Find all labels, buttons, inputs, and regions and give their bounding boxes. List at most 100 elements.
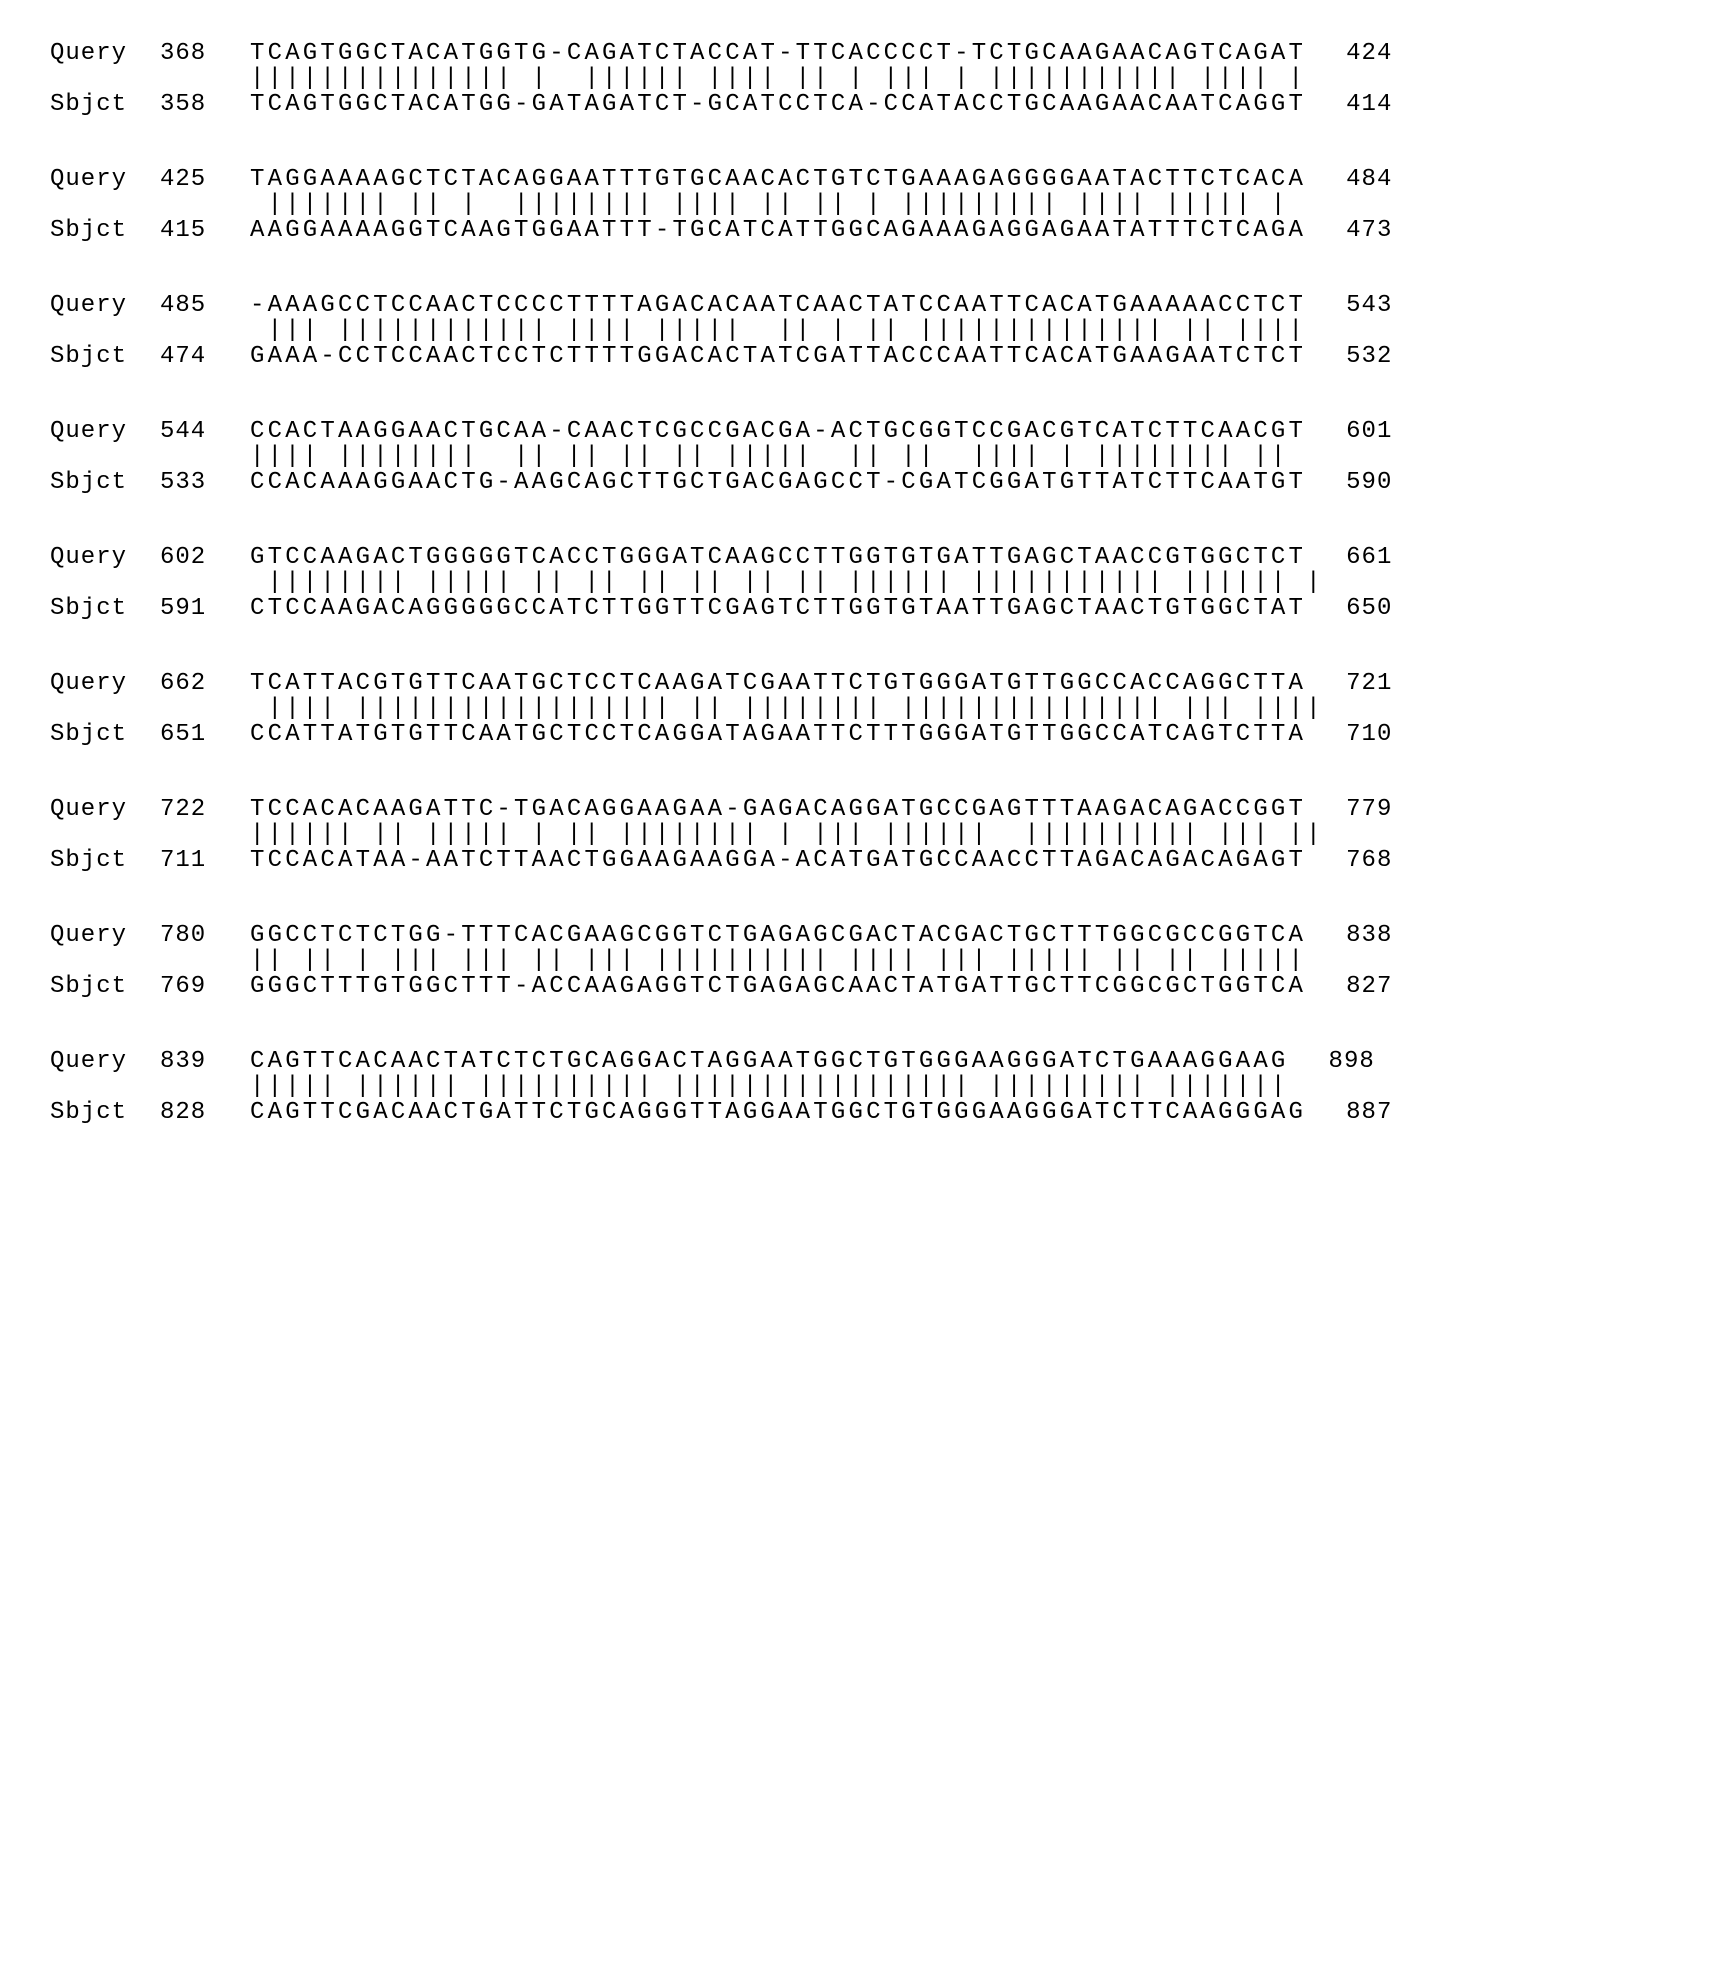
query-sequence: TCATTACGTGTTCAATGCTCCTCAAGATCGAATTCTGTGG…: [250, 670, 1306, 697]
sbjct-end-pos: 650: [1306, 595, 1392, 622]
query-sequence: TCCACACAAGATTC-TGACAGGAAGAA-GAGACAGGATGC…: [250, 796, 1306, 823]
alignment-block: Query780GGCCTCTCTGG-TTTCACGAAGCGGTCTGAGA…: [50, 922, 1671, 1000]
match-row: |||||| || ||||| | || |||||||| | ||| ||||…: [50, 823, 1671, 847]
query-sequence: GGCCTCTCTGG-TTTCACGAAGCGGTCTGAGAGCGACTAC…: [250, 922, 1306, 949]
alignment-block: Query544CCACTAAGGAACTGCAA-CAACTCGCCGACGA…: [50, 418, 1671, 496]
query-label: Query: [50, 1048, 160, 1075]
sbjct-start-pos: 474: [160, 343, 250, 370]
query-end-pos: 779: [1306, 796, 1392, 823]
match-bars: ||||||||||||||| | |||||| |||| || | ||| |…: [250, 67, 1306, 91]
query-row: Query425TAGGAAAAGCTCTACAGGAATTTGTGCAACAC…: [50, 166, 1671, 193]
match-bars: ||||| |||||| |||||||||| ||||||||||||||||…: [250, 1075, 1289, 1099]
query-label: Query: [50, 670, 160, 697]
sbjct-label: Sbjct: [50, 469, 160, 496]
query-end-pos: 424: [1306, 40, 1392, 67]
match-row: |||| |||||||| || || || || ||||| || || ||…: [50, 445, 1671, 469]
sbjct-row: Sbjct358TCAGTGGCTACATGG-GATAGATCT-GCATCC…: [50, 91, 1671, 118]
query-row: Query544CCACTAAGGAACTGCAA-CAACTCGCCGACGA…: [50, 418, 1671, 445]
alignment-block: Query368TCAGTGGCTACATGGTG-CAGATCTACCAT-T…: [50, 40, 1671, 118]
sbjct-sequence: CCATTATGTGTTCAATGCTCCTCAGGATAGAATTCTTTGG…: [250, 721, 1306, 748]
query-start-pos: 602: [160, 544, 250, 571]
query-row: Query368TCAGTGGCTACATGGTG-CAGATCTACCAT-T…: [50, 40, 1671, 67]
sbjct-label: Sbjct: [50, 973, 160, 1000]
query-label: Query: [50, 544, 160, 571]
query-end-pos: 484: [1306, 166, 1392, 193]
sbjct-end-pos: 532: [1306, 343, 1392, 370]
sbjct-label: Sbjct: [50, 595, 160, 622]
query-end-pos: 721: [1306, 670, 1392, 697]
sbjct-sequence: GAAA-CCTCCAACTCCTCTTTTGGACACTATCGATTACCC…: [250, 343, 1306, 370]
sbjct-sequence: CTCCAAGACAGGGGGCCATCTTGGTTCGAGTCTTGGTGTA…: [250, 595, 1306, 622]
sbjct-start-pos: 415: [160, 217, 250, 244]
sbjct-start-pos: 769: [160, 973, 250, 1000]
sbjct-end-pos: 473: [1306, 217, 1392, 244]
query-sequence: TAGGAAAAGCTCTACAGGAATTTGTGCAACACTGTCTGAA…: [250, 166, 1306, 193]
query-row: Query780GGCCTCTCTGG-TTTCACGAAGCGGTCTGAGA…: [50, 922, 1671, 949]
query-start-pos: 425: [160, 166, 250, 193]
query-start-pos: 839: [160, 1048, 250, 1075]
match-bars: ||| |||||||||||| |||| ||||| || | || ||||…: [250, 319, 1306, 343]
sbjct-sequence: TCAGTGGCTACATGG-GATAGATCT-GCATCCTCA-CCAT…: [250, 91, 1306, 118]
sbjct-row: Sbjct533CCACAAAGGAACTG-AAGCAGCTTGCTGACGA…: [50, 469, 1671, 496]
sbjct-row: Sbjct474GAAA-CCTCCAACTCCTCTTTTGGACACTATC…: [50, 343, 1671, 370]
alignment-block: Query425TAGGAAAAGCTCTACAGGAATTTGTGCAACAC…: [50, 166, 1671, 244]
sbjct-start-pos: 828: [160, 1099, 250, 1126]
query-start-pos: 485: [160, 292, 250, 319]
query-start-pos: 780: [160, 922, 250, 949]
query-label: Query: [50, 166, 160, 193]
query-sequence: TCAGTGGCTACATGGTG-CAGATCTACCAT-TTCACCCCT…: [250, 40, 1306, 67]
query-row: Query722TCCACACAAGATTC-TGACAGGAAGAA-GAGA…: [50, 796, 1671, 823]
query-label: Query: [50, 418, 160, 445]
query-row: Query662TCATTACGTGTTCAATGCTCCTCAAGATCGAA…: [50, 670, 1671, 697]
alignment-block: Query839CAGTTCACAACTATCTCTGCAGGACTAGGAAT…: [50, 1048, 1671, 1126]
query-start-pos: 368: [160, 40, 250, 67]
sbjct-sequence: TCCACATAA-AATCTTAACTGGAAGAAGGA-ACATGATGC…: [250, 847, 1306, 874]
sbjct-end-pos: 710: [1306, 721, 1392, 748]
match-row: || || | ||| ||| || ||| |||||||||| |||| |…: [50, 949, 1671, 973]
query-start-pos: 544: [160, 418, 250, 445]
query-start-pos: 662: [160, 670, 250, 697]
query-end-pos: 543: [1306, 292, 1392, 319]
sbjct-sequence: GGGCTTTGTGGCTTT-ACCAAGAGGTCTGAGAGCAACTAT…: [250, 973, 1306, 1000]
sbjct-sequence: AAGGAAAAGGTCAAGTGGAATTT-TGCATCATTGGCAGAA…: [250, 217, 1306, 244]
query-sequence: GTCCAAGACTGGGGGTCACCTGGGATCAAGCCTTGGTGTG…: [250, 544, 1306, 571]
sbjct-end-pos: 768: [1306, 847, 1392, 874]
query-row: Query602GTCCAAGACTGGGGGTCACCTGGGATCAAGCC…: [50, 544, 1671, 571]
sbjct-start-pos: 711: [160, 847, 250, 874]
query-label: Query: [50, 922, 160, 949]
sbjct-end-pos: 414: [1306, 91, 1392, 118]
match-row: |||||||| ||||| || || || || || || |||||| …: [50, 571, 1671, 595]
sbjct-row: Sbjct651CCATTATGTGTTCAATGCTCCTCAGGATAGAA…: [50, 721, 1671, 748]
query-sequence: CCACTAAGGAACTGCAA-CAACTCGCCGACGA-ACTGCGG…: [250, 418, 1306, 445]
match-row: ||| |||||||||||| |||| ||||| || | || ||||…: [50, 319, 1671, 343]
query-label: Query: [50, 796, 160, 823]
query-start-pos: 722: [160, 796, 250, 823]
sbjct-label: Sbjct: [50, 1099, 160, 1126]
query-label: Query: [50, 292, 160, 319]
sbjct-row: Sbjct711TCCACATAA-AATCTTAACTGGAAGAAGGA-A…: [50, 847, 1671, 874]
match-row: ||||| |||||| |||||||||| ||||||||||||||||…: [50, 1075, 1671, 1099]
query-end-pos: 838: [1306, 922, 1392, 949]
sbjct-end-pos: 590: [1306, 469, 1392, 496]
query-sequence: CAGTTCACAACTATCTCTGCAGGACTAGGAATGGCTGTGG…: [250, 1048, 1289, 1075]
sbjct-sequence: CAGTTCGACAACTGATTCTGCAGGGTTAGGAATGGCTGTG…: [250, 1099, 1306, 1126]
sequence-alignment-container: Query 368TCAGTGGCTACATGGTG-CAGATCTACCAT-T…: [50, 40, 1671, 1126]
sbjct-start-pos: 358: [160, 91, 250, 118]
query-sequence: -AAAGCCTCCAACTCCCCTTTTAGACACAATCAACTATCC…: [250, 292, 1306, 319]
sbjct-label: Sbjct: [50, 847, 160, 874]
sbjct-row: Sbjct415AAGGAAAAGGTCAAGTGGAATTT-TGCATCAT…: [50, 217, 1671, 244]
query-end-pos: 601: [1306, 418, 1392, 445]
query-end-pos: 661: [1306, 544, 1392, 571]
match-bars: || || | ||| ||| || ||| |||||||||| |||| |…: [250, 949, 1306, 973]
sbjct-label: Sbjct: [50, 91, 160, 118]
query-row: Query485-AAAGCCTCCAACTCCCCTTTTAGACACAATC…: [50, 292, 1671, 319]
match-row: ||||||| || | |||||||| |||| || || | |||||…: [50, 193, 1671, 217]
alignment-block: Query485-AAAGCCTCCAACTCCCCTTTTAGACACAATC…: [50, 292, 1671, 370]
match-row: |||| |||||||||||||||||| || |||||||| ||||…: [50, 697, 1671, 721]
sbjct-sequence: CCACAAAGGAACTG-AAGCAGCTTGCTGACGAGCCT-CGA…: [250, 469, 1306, 496]
sbjct-row: Sbjct828CAGTTCGACAACTGATTCTGCAGGGTTAGGAA…: [50, 1099, 1671, 1126]
sbjct-end-pos: 827: [1306, 973, 1392, 1000]
match-bars: |||| |||||||| || || || || ||||| || || ||…: [250, 445, 1289, 469]
sbjct-label: Sbjct: [50, 343, 160, 370]
match-bars: |||||| || ||||| | || |||||||| | ||| ||||…: [250, 823, 1324, 847]
